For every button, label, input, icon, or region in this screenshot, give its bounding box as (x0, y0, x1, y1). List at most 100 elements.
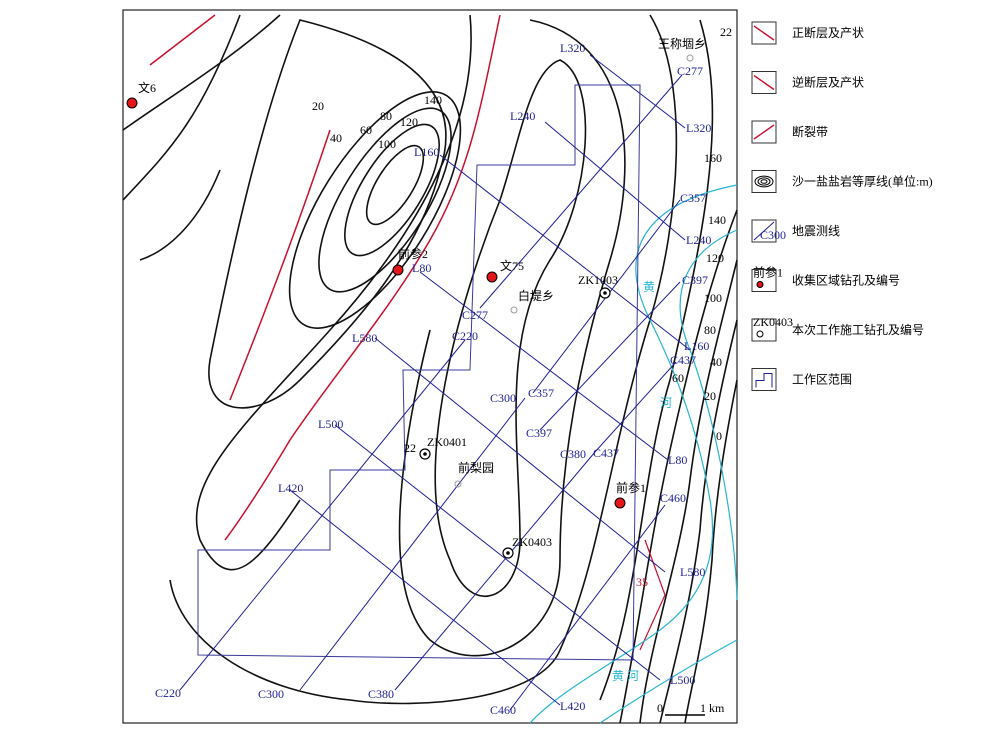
river-label: 黄 河 (612, 669, 639, 683)
seismic-label: C460 (490, 703, 516, 717)
well-label: 前参2 (398, 246, 428, 261)
legend-box (751, 170, 777, 193)
contour (122, 14, 472, 571)
contour-label: 60 (360, 123, 372, 137)
contour (619, 209, 738, 724)
seismic-label: C357 (680, 191, 706, 205)
seismic-label: C220 (452, 329, 478, 343)
annotation: 22 (720, 25, 732, 39)
contour-label: 140 (708, 213, 726, 227)
seismic-line (539, 281, 681, 431)
seismic-label: C380 (560, 447, 586, 461)
collected-well (614, 497, 626, 509)
legend-icon (753, 74, 775, 91)
contour-label: 100 (378, 137, 396, 151)
contour-label: 100 (704, 291, 722, 305)
seismic-line (179, 339, 466, 691)
contour-label: 60 (672, 371, 684, 385)
seismic-label: C220 (155, 686, 181, 700)
seismic-label: L320 (686, 121, 711, 135)
legend-icon (756, 281, 764, 288)
seismic-label: L160 (684, 339, 709, 353)
river (599, 229, 738, 724)
survey-well-dot (506, 551, 510, 555)
place-label: 前梨园 (458, 460, 494, 475)
contour (434, 59, 587, 598)
contour (288, 91, 462, 329)
collected-well (392, 264, 404, 276)
contour-label: 20 (704, 389, 716, 403)
legend-icon (757, 177, 771, 186)
legend-icon-label: C300 (760, 228, 786, 242)
well-label: ZK0403 (512, 535, 552, 549)
scale-zero: 0 (657, 701, 663, 715)
seismic-line (334, 424, 661, 681)
seismic-label: L500 (318, 417, 343, 431)
contour (122, 14, 241, 261)
annotation: 35 (636, 575, 648, 589)
seismic-label: C277 (677, 64, 703, 78)
well-label: ZK1003 (578, 273, 618, 287)
legend-icon-label: ZK0403 (753, 315, 793, 329)
seismic-line (439, 154, 691, 351)
legend-label: 正断层及产状 (792, 25, 864, 40)
map-frame (122, 9, 738, 724)
work-area (197, 84, 641, 661)
legend-label: 工作区范围 (792, 373, 852, 387)
annotation: 22 (404, 441, 416, 455)
seismic-label: L240 (510, 109, 535, 123)
legend-icon (753, 221, 775, 241)
seismic-label: C300 (490, 391, 516, 405)
normal-fault (149, 14, 331, 401)
contour-label: 120 (706, 251, 724, 265)
contour (365, 144, 425, 226)
place-marker (510, 306, 518, 314)
seismic-label: L420 (560, 699, 585, 713)
legend-icon (756, 330, 764, 338)
seismic-line (419, 271, 669, 461)
contour-label: 40 (330, 131, 342, 145)
seismic-label: L580 (680, 565, 705, 579)
well-label: 文75 (500, 258, 524, 273)
seismic-label: L500 (670, 673, 695, 687)
seismic-label: C300 (258, 687, 284, 701)
seismic-label: L80 (412, 261, 431, 275)
seismic-label: L420 (278, 481, 303, 495)
seismic-line (544, 121, 686, 241)
legend-icon (753, 124, 775, 140)
collected-well (486, 271, 498, 283)
seismic-line (479, 74, 683, 309)
seismic-label: C397 (682, 273, 708, 287)
well-label: 前参1 (616, 480, 646, 495)
legend-label: 逆断层及产状 (792, 75, 864, 90)
river-label: 黄 (643, 280, 655, 294)
contour (639, 259, 738, 724)
seismic-label: L580 (352, 331, 377, 345)
seismic-label: L240 (686, 233, 711, 247)
well-label: ZK0401 (427, 435, 467, 449)
place-label: 白堤乡 (518, 288, 554, 303)
legend-icon (760, 179, 768, 184)
river-label: 河 (660, 396, 672, 410)
contour-label: 160 (704, 151, 722, 165)
contour-label: 140 (424, 93, 442, 107)
contour (344, 123, 440, 257)
legend-icon-label: 前参1 (753, 265, 783, 280)
contour-label: 80 (704, 323, 716, 337)
seismic-line (594, 361, 677, 453)
seismic-label: L80 (668, 453, 687, 467)
seismic-label: L320 (560, 41, 585, 55)
contour-label: 0 (716, 429, 722, 443)
contour (659, 319, 738, 724)
survey-well-dot (423, 452, 427, 456)
place-marker (686, 54, 694, 62)
contour-label: 80 (380, 109, 392, 123)
legend-label: 断裂带 (792, 124, 828, 139)
seismic-label: C437 (670, 353, 696, 367)
legend-label: 本次工作施工钻孔及编号 (792, 322, 924, 337)
seismic-line (289, 489, 561, 706)
legend-label: 收集区域钻孔及编号 (792, 273, 900, 288)
place-label: 王称堌乡 (658, 37, 706, 51)
seismic-line (509, 504, 666, 711)
